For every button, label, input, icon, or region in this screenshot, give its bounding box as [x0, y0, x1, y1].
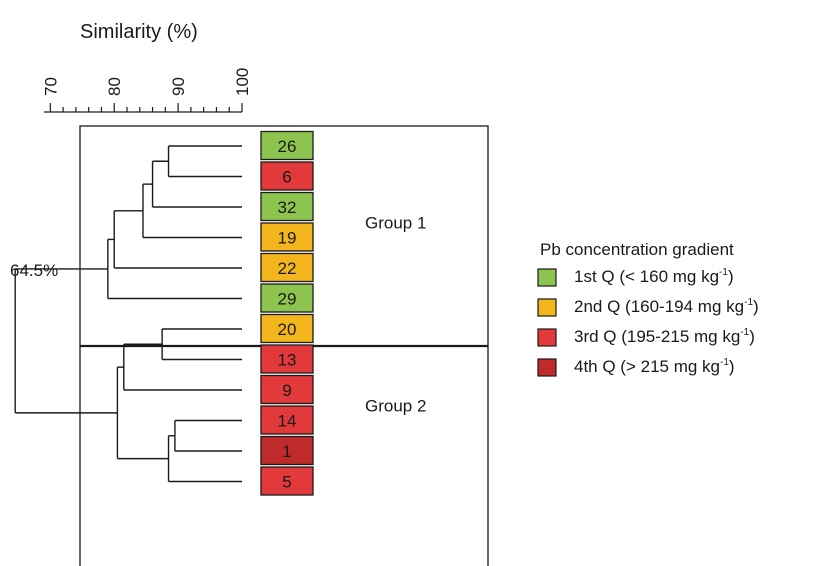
leaf-boxes: 26 6 32 19 22 29 20 13 9 14 1 5: [260, 130, 314, 496]
leaf-box: [260, 161, 314, 191]
dendrogram-tree: [14, 145, 242, 483]
leaf-box: [260, 374, 314, 405]
leaf-label: 13: [278, 351, 297, 370]
leaf-box: [260, 283, 314, 313]
cut-similarity-label: 64.5%: [10, 261, 58, 280]
legend-swatch: [537, 298, 557, 317]
legend-swatch: [537, 358, 557, 377]
leaf-label: 14: [278, 412, 297, 431]
leaf-label: 22: [278, 259, 297, 278]
leaf-label: 9: [282, 381, 291, 400]
legend: Pb concentration gradient 1st Q (< 160 m…: [537, 240, 759, 377]
leaf-box: [260, 222, 314, 252]
leaf-box: [260, 313, 314, 344]
leaf-label: 19: [278, 229, 297, 248]
legend-swatch: [537, 268, 557, 287]
leaf-box: [260, 191, 314, 222]
legend-label: 4th Q (> 215 mg kg-1): [574, 357, 735, 376]
leaf-box: [260, 344, 314, 374]
leaf-label: 32: [278, 198, 297, 217]
leaf-box: [260, 466, 314, 496]
leaf-box: [260, 130, 314, 161]
leaf-label: 1: [282, 442, 291, 461]
legend-title: Pb concentration gradient: [540, 240, 734, 259]
legend-label: 3rd Q (195-215 mg kg-1): [574, 327, 755, 346]
axis-tick-label: 90: [169, 77, 188, 96]
legend-label: 1st Q (< 160 mg kg-1): [574, 267, 734, 286]
group-label: Group 2: [365, 396, 426, 415]
leaf-box: [260, 252, 314, 283]
legend-swatch: [537, 328, 557, 347]
legend-label: 2nd Q (160-194 mg kg-1): [574, 297, 759, 316]
leaf-label: 29: [278, 290, 297, 309]
axis-tick-label: 80: [105, 77, 124, 96]
axis-tick-label: 70: [41, 77, 60, 96]
group-frame-outer: [79, 125, 489, 566]
similarity-axis: 70 80 90 100: [41, 68, 252, 113]
axis-tick-label: 100: [233, 68, 252, 96]
leaf-label: 5: [282, 473, 291, 492]
leaf-label: 20: [278, 320, 297, 339]
leaf-label: 26: [278, 137, 297, 156]
leaf-box: [260, 435, 314, 466]
leaf-label: 6: [282, 168, 291, 187]
group-labels: Group 1 Group 2: [365, 213, 426, 415]
group-label: Group 1: [365, 213, 426, 232]
leaf-box: [260, 405, 314, 435]
axis-title: Similarity (%): [80, 21, 198, 43]
